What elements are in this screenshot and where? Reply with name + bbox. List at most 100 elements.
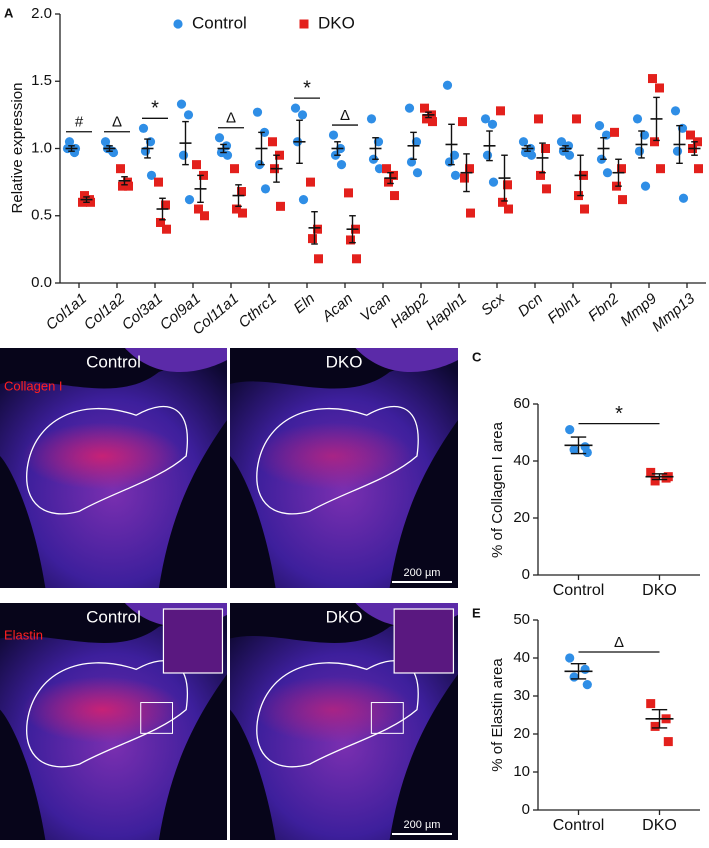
- data-point: [646, 699, 656, 709]
- data-point: [64, 137, 75, 147]
- data-point: [232, 204, 241, 214]
- panel-letter: C: [472, 349, 482, 364]
- data-point: [173, 19, 183, 29]
- legend-label: DKO: [318, 13, 355, 32]
- x-tick-label: Eln: [291, 290, 319, 317]
- y-tick-label: 0.5: [31, 207, 52, 224]
- significance-label: *: [151, 98, 159, 120]
- data-point: [458, 117, 467, 127]
- x-tick-label: Col1a1: [43, 290, 90, 334]
- data-point: [146, 170, 157, 180]
- data-point: [618, 195, 627, 205]
- data-point: [542, 184, 551, 194]
- x-tick-label: Fbln1: [544, 290, 584, 327]
- data-point: [594, 121, 605, 131]
- micrograph: [230, 348, 458, 588]
- data-point: [422, 114, 431, 124]
- x-tick-label: DKO: [642, 582, 677, 599]
- legend-label: Control: [192, 13, 247, 32]
- data-point: [670, 106, 681, 116]
- panel-letter: A: [4, 5, 14, 20]
- data-point: [602, 168, 613, 178]
- data-point: [184, 195, 195, 205]
- data-point: [541, 144, 550, 153]
- data-point: [582, 447, 592, 458]
- x-tick-label: Mmp13: [649, 290, 699, 336]
- data-point: [534, 114, 543, 124]
- data-point: [569, 672, 579, 682]
- x-tick-label: Control: [553, 817, 605, 834]
- significance-label: Δ: [614, 634, 624, 651]
- data-point: [314, 254, 323, 264]
- x-tick-label: DKO: [642, 817, 677, 834]
- data-point: [480, 114, 491, 124]
- data-point: [138, 123, 149, 133]
- data-point: [487, 119, 498, 129]
- stain-signal: [22, 676, 182, 743]
- inset-roi: [370, 702, 404, 734]
- y-axis-label: % of Collagen I area: [489, 421, 506, 558]
- data-point: [569, 445, 579, 455]
- data-point: [268, 137, 277, 147]
- data-point: [460, 173, 469, 183]
- data-point: [411, 137, 422, 147]
- data-point: [252, 107, 263, 117]
- data-point: [648, 74, 657, 84]
- data-point: [503, 180, 512, 190]
- data-point: [328, 130, 339, 140]
- significance-label: #: [75, 114, 84, 131]
- data-point: [374, 164, 385, 174]
- image-title: DKO: [326, 607, 363, 626]
- significance-label: *: [303, 77, 311, 99]
- x-tick-label: Col3a1: [119, 290, 166, 334]
- image-title: DKO: [326, 352, 363, 371]
- data-point: [428, 117, 437, 127]
- image-title: Control: [86, 607, 141, 626]
- data-point: [449, 150, 460, 160]
- y-tick-label: 40: [513, 452, 530, 469]
- data-point: [526, 150, 537, 160]
- data-point: [496, 106, 505, 116]
- y-axis-label: % of Elastin area: [489, 658, 506, 772]
- micrograph: [0, 348, 227, 588]
- data-point: [672, 146, 683, 156]
- data-point: [565, 653, 575, 663]
- data-point: [580, 204, 589, 214]
- x-tick-label: Scx: [478, 290, 508, 319]
- y-tick-label: 1.5: [31, 72, 52, 89]
- data-point: [420, 103, 429, 113]
- data-point: [116, 164, 125, 174]
- data-point: [176, 99, 187, 109]
- x-tick-label: Cthrc1: [235, 290, 280, 331]
- data-point: [344, 188, 353, 198]
- data-point: [650, 476, 660, 486]
- data-point: [536, 170, 545, 180]
- scale-bar-label: 200 µm: [404, 567, 441, 579]
- data-point: [442, 80, 453, 90]
- data-point: [230, 164, 239, 174]
- significance-label: *: [615, 403, 623, 425]
- data-point: [663, 737, 673, 747]
- data-point: [161, 200, 170, 210]
- roi-outline: [26, 405, 188, 515]
- data-point: [238, 208, 247, 218]
- roi-outline: [26, 660, 188, 768]
- data-point: [352, 254, 361, 264]
- data-point: [466, 208, 475, 218]
- y-tick-label: 40: [513, 649, 530, 666]
- data-point: [450, 170, 461, 180]
- data-point: [580, 664, 590, 675]
- data-point: [78, 197, 87, 207]
- data-point: [482, 150, 493, 160]
- data-point: [572, 114, 581, 124]
- scale-bar-label: 200 µm: [404, 819, 441, 831]
- data-point: [80, 191, 89, 201]
- tissue-top: [124, 348, 227, 372]
- data-point: [634, 146, 645, 156]
- y-tick-label: 20: [513, 509, 530, 526]
- x-tick-label: Fbn2: [585, 290, 623, 325]
- y-tick-label: 1.0: [31, 139, 52, 156]
- data-point: [373, 137, 384, 147]
- data-point: [565, 425, 575, 435]
- data-point: [694, 164, 703, 174]
